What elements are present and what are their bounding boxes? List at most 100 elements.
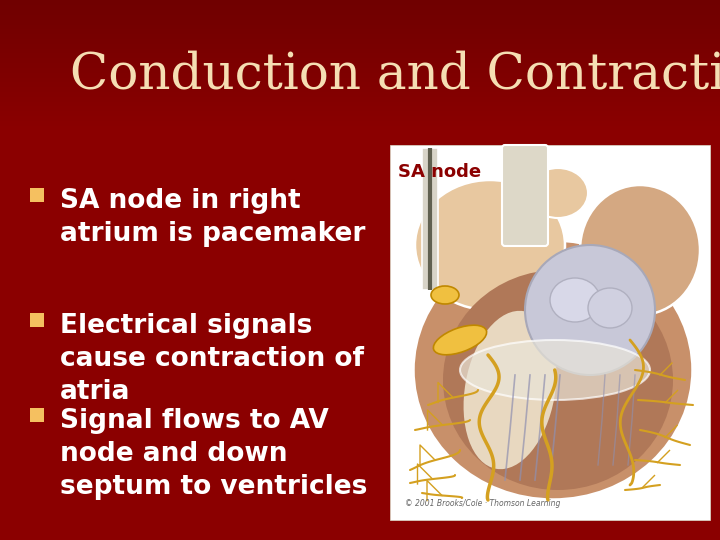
Bar xyxy=(0,21,720,22)
Bar xyxy=(0,14,720,15)
Bar xyxy=(0,9,720,10)
Bar xyxy=(0,99,720,100)
Bar xyxy=(0,27,720,28)
Bar xyxy=(0,59,720,60)
Bar xyxy=(0,127,720,128)
Bar xyxy=(0,8,720,9)
Bar xyxy=(0,109,720,110)
Bar xyxy=(0,71,720,72)
FancyBboxPatch shape xyxy=(502,145,548,246)
Bar xyxy=(0,11,720,12)
Bar xyxy=(0,76,720,77)
Bar xyxy=(0,30,720,31)
Bar xyxy=(0,110,720,111)
Bar xyxy=(0,26,720,27)
Bar xyxy=(0,13,720,14)
Bar xyxy=(0,0,720,1)
Bar xyxy=(0,65,720,66)
Bar xyxy=(0,47,720,48)
Bar xyxy=(0,89,720,90)
Bar xyxy=(0,5,720,6)
Bar xyxy=(0,77,720,78)
Bar xyxy=(0,98,720,99)
Bar xyxy=(0,25,720,26)
Bar xyxy=(0,35,720,36)
Bar xyxy=(0,124,720,125)
Bar xyxy=(0,24,720,25)
Ellipse shape xyxy=(415,180,565,310)
Bar xyxy=(0,88,720,89)
Bar xyxy=(0,17,720,18)
Bar xyxy=(0,31,720,32)
Bar xyxy=(0,100,720,101)
Bar xyxy=(0,34,720,35)
Bar xyxy=(0,117,720,118)
Bar xyxy=(0,83,720,84)
Bar xyxy=(0,72,720,73)
Ellipse shape xyxy=(413,240,693,500)
Bar xyxy=(0,128,720,129)
Bar xyxy=(0,44,720,45)
Bar xyxy=(0,52,720,53)
Bar xyxy=(0,111,720,112)
Bar xyxy=(0,6,720,7)
Bar xyxy=(0,56,720,57)
Ellipse shape xyxy=(550,278,600,322)
Bar xyxy=(0,82,720,83)
Bar xyxy=(0,112,720,113)
Bar xyxy=(0,15,720,16)
Bar xyxy=(0,91,720,92)
Bar xyxy=(0,120,720,121)
Bar xyxy=(0,118,720,119)
Bar xyxy=(0,57,720,58)
Bar xyxy=(0,16,720,17)
Bar xyxy=(0,53,720,54)
Bar xyxy=(0,1,720,2)
Bar xyxy=(0,40,720,41)
Bar xyxy=(0,90,720,91)
Text: Electrical signals
cause contraction of
atria: Electrical signals cause contraction of … xyxy=(60,313,364,405)
Bar xyxy=(0,38,720,39)
Bar xyxy=(0,63,720,64)
Bar xyxy=(0,29,720,30)
Bar xyxy=(0,108,720,109)
Bar xyxy=(0,107,720,108)
Bar xyxy=(0,92,720,93)
Bar xyxy=(0,19,720,20)
Bar xyxy=(0,121,720,122)
FancyBboxPatch shape xyxy=(30,408,44,422)
Bar xyxy=(0,125,720,126)
Text: © 2001 Brooks/Cole · Thomson Learning: © 2001 Brooks/Cole · Thomson Learning xyxy=(405,499,560,508)
Bar xyxy=(0,32,720,33)
Bar xyxy=(0,85,720,86)
Bar xyxy=(0,79,720,80)
Bar xyxy=(0,36,720,37)
Bar xyxy=(0,122,720,123)
Bar xyxy=(0,97,720,98)
Bar xyxy=(0,48,720,49)
Bar xyxy=(0,75,720,76)
Bar xyxy=(0,10,720,11)
Bar xyxy=(0,123,720,124)
Bar xyxy=(0,94,720,95)
Bar xyxy=(0,113,720,114)
Bar xyxy=(0,116,720,117)
Bar xyxy=(0,64,720,65)
Bar xyxy=(0,101,720,102)
Ellipse shape xyxy=(431,286,459,304)
Bar xyxy=(0,60,720,61)
Bar xyxy=(0,18,720,19)
Bar xyxy=(0,106,720,107)
Bar xyxy=(0,80,720,81)
Text: SA node in right
atrium is pacemaker: SA node in right atrium is pacemaker xyxy=(60,188,365,247)
Bar xyxy=(0,103,720,104)
Bar xyxy=(0,33,720,34)
Bar xyxy=(0,43,720,44)
Ellipse shape xyxy=(528,168,588,218)
Ellipse shape xyxy=(433,325,487,355)
FancyBboxPatch shape xyxy=(30,188,44,202)
Bar xyxy=(0,50,720,51)
Bar xyxy=(0,3,720,4)
Bar xyxy=(0,93,720,94)
Bar xyxy=(0,66,720,67)
